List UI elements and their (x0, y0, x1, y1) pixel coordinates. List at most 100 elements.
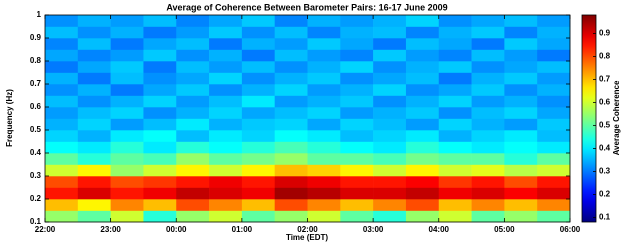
heatmap-cell (275, 50, 308, 62)
heatmap-cell (406, 50, 439, 62)
colorbar-tick-label: 0.8 (599, 52, 611, 61)
heatmap-cell (504, 153, 537, 165)
heatmap-cell (111, 130, 144, 142)
heatmap-cell (78, 176, 111, 188)
heatmap-cell (143, 130, 176, 142)
heatmap-cell (111, 188, 144, 200)
heatmap-cell (176, 119, 209, 131)
heatmap-cell (78, 96, 111, 108)
y-tick-label: 0.4 (30, 148, 42, 157)
heatmap-cell (111, 199, 144, 211)
heatmap-cell (143, 165, 176, 177)
heatmap-cell (143, 73, 176, 85)
heatmap-cell (373, 84, 406, 96)
heatmap-cell (504, 27, 537, 39)
heatmap-cell (111, 50, 144, 62)
heatmap-cell (242, 153, 275, 165)
heatmap-cell (275, 199, 308, 211)
heatmap-cell (308, 199, 341, 211)
heatmap-cell (45, 165, 78, 177)
heatmap-cell (209, 153, 242, 165)
heatmap-cell (406, 27, 439, 39)
heatmap-cell (176, 153, 209, 165)
heatmap-cell (45, 130, 78, 142)
heatmap-cell (340, 38, 373, 50)
heatmap-cell (209, 27, 242, 39)
colorbar-label: Average Coherence (612, 80, 621, 155)
heatmap-cell (111, 27, 144, 39)
heatmap-cell (439, 188, 472, 200)
heatmap-cell (472, 211, 505, 223)
heatmap-cell (439, 38, 472, 50)
heatmap-cell (504, 61, 537, 73)
x-tick-label: 00:00 (166, 225, 187, 234)
heatmap-cell (45, 107, 78, 119)
heatmap-cell (439, 73, 472, 85)
heatmap-cell (143, 84, 176, 96)
heatmap-cell (176, 211, 209, 223)
heatmap-cell (537, 107, 570, 119)
heatmap-cell (406, 165, 439, 177)
heatmap-cell (373, 107, 406, 119)
heatmap-cell (373, 15, 406, 27)
heatmap-cell (209, 107, 242, 119)
heatmap-cell (242, 188, 275, 200)
heatmap-cell (78, 61, 111, 73)
heatmap-cell (176, 38, 209, 50)
heatmap-cell (439, 96, 472, 108)
heatmap-cell (275, 27, 308, 39)
heatmap-cell (45, 73, 78, 85)
heatmap-cell (373, 50, 406, 62)
heatmap-cell (439, 84, 472, 96)
heatmap-cell (275, 188, 308, 200)
heatmap-cell (308, 38, 341, 50)
heatmap-cell (111, 38, 144, 50)
heatmap-cell (242, 199, 275, 211)
heatmap-cell (406, 15, 439, 27)
heatmap-cell (472, 199, 505, 211)
heatmap-cell (537, 176, 570, 188)
heatmap-cell (373, 211, 406, 223)
heatmap-cell (373, 38, 406, 50)
heatmap-cell (472, 142, 505, 154)
heatmap-cell (209, 165, 242, 177)
heatmap-cell (45, 96, 78, 108)
heatmap-cell (406, 199, 439, 211)
heatmap-cell (504, 15, 537, 27)
heatmap-cell (176, 15, 209, 27)
heatmap-cell (537, 38, 570, 50)
heatmap-cell (242, 176, 275, 188)
heatmap-cell (275, 142, 308, 154)
heatmap-cell (472, 130, 505, 142)
heatmap-cell (45, 188, 78, 200)
heatmap-cell (242, 38, 275, 50)
heatmap-cell (308, 211, 341, 223)
heatmap-cell (78, 199, 111, 211)
heatmap-cell (537, 119, 570, 131)
heatmap-cell (439, 107, 472, 119)
heatmap-cell (373, 130, 406, 142)
heatmap-cell (373, 199, 406, 211)
y-tick-label: 0.5 (30, 125, 42, 134)
heatmap-cell (209, 73, 242, 85)
heatmap-cell (143, 188, 176, 200)
heatmap-cell (275, 96, 308, 108)
chart: Average of Coherence Between Barometer P… (0, 0, 627, 243)
heatmap-cell (537, 142, 570, 154)
heatmap-cell (209, 199, 242, 211)
heatmap-cell (504, 199, 537, 211)
heatmap-cell (78, 153, 111, 165)
heatmap-cell (308, 73, 341, 85)
heatmap-cell (143, 211, 176, 223)
heatmap-cell (537, 84, 570, 96)
x-tick-label: 03:00 (363, 225, 384, 234)
heatmap-cell (439, 165, 472, 177)
heatmap-cell (45, 142, 78, 154)
heatmap-cell (78, 50, 111, 62)
colorbar-tick-label: 0.1 (599, 213, 611, 222)
heatmap-cell (537, 15, 570, 27)
heatmap-cell (340, 96, 373, 108)
heatmap-cell (45, 211, 78, 223)
heatmap-cell (78, 188, 111, 200)
heatmap-cell (242, 50, 275, 62)
